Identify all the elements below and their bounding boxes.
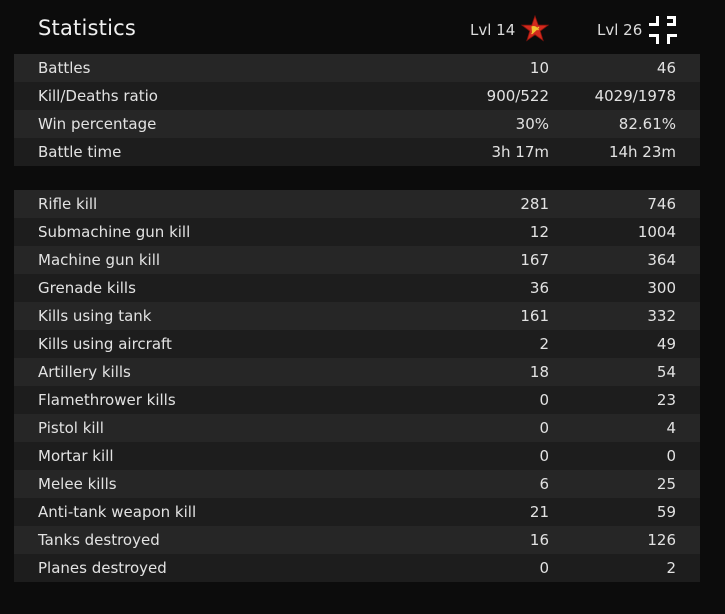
player2-value: 126 [647,531,676,549]
stat-label: Pistol kill [38,419,104,437]
player1-value: 6 [539,475,549,493]
player1-value: 161 [520,307,549,325]
player2-value: 46 [656,59,676,77]
stat-label: Kills using tank [38,307,152,325]
stat-label: Win percentage [38,115,157,133]
player2-value: 59 [656,503,676,521]
player2-value: 1004 [637,223,676,241]
player1-value: 10 [529,59,549,77]
player2-value: 332 [647,307,676,325]
player1-value: 0 [539,391,549,409]
stat-label: Tanks destroyed [38,531,160,549]
table-row: Battle time 3h 17m 14h 23m [14,138,700,166]
player1-value: 18 [529,363,549,381]
player2-value: 49 [656,335,676,353]
stat-label: Melee kills [38,475,117,493]
page-title: Statistics [38,16,136,40]
stat-label: Anti-tank weapon kill [38,503,197,521]
player1-value: 12 [529,223,549,241]
player1-value: 30% [515,115,549,133]
player2-value: 14h 23m [608,143,676,161]
player2-value: 746 [647,195,676,213]
table-row: Win percentage 30% 82.61% [14,110,700,138]
table-row: Flamethrower kills 0 23 [14,386,700,414]
player1-value: 3h 17m [491,143,549,161]
table-row: Artillery kills 18 54 [14,358,700,386]
table-row: Kills using tank 161 332 [14,302,700,330]
stat-label: Battle time [38,143,122,161]
table-row: Tanks destroyed 16 126 [14,526,700,554]
table-row: Battles 10 46 [14,54,700,82]
stat-label: Machine gun kill [38,251,161,269]
player2-value: 54 [656,363,676,381]
table-row: Anti-tank weapon kill 21 59 [14,498,700,526]
stat-label: Planes destroyed [38,559,167,577]
stat-label: Kills using aircraft [38,335,172,353]
stat-label: Battles [38,59,91,77]
player2-value: 23 [656,391,676,409]
stats-header: Statistics Lvl 14 Lvl 26 [0,0,725,54]
player1-level: Lvl 14 [470,21,516,39]
table-row: Rifle kill 281 746 [14,190,700,218]
player2-value: 364 [647,251,676,269]
table-row: Planes destroyed 0 2 [14,554,700,582]
stat-label: Grenade kills [38,279,136,297]
table-row: Melee kills 6 25 [14,470,700,498]
player1-value: 36 [529,279,549,297]
soviet-star-icon [521,14,550,43]
player2-value: 2 [666,559,676,577]
table-row: Submachine gun kill 12 1004 [14,218,700,246]
player2-value: 82.61% [618,115,676,133]
table-row: Mortar kill 0 0 [14,442,700,470]
player2-value: 300 [647,279,676,297]
player1-value: 2 [539,335,549,353]
player1-value: 900/522 [486,87,549,105]
stat-label: Artillery kills [38,363,131,381]
player1-value: 16 [529,531,549,549]
player2-value: 25 [656,475,676,493]
player1-value: 281 [520,195,549,213]
player1-value: 0 [539,447,549,465]
player2-level: Lvl 26 [597,21,643,39]
stat-label: Flamethrower kills [38,391,176,409]
table-row: Kills using aircraft 2 49 [14,330,700,358]
stat-label: Rifle kill [38,195,98,213]
player1-column-header: Lvl 14 [470,14,550,42]
player2-value: 4029/1978 [594,87,676,105]
player2-value: 4 [666,419,676,437]
stat-label: Mortar kill [38,447,114,465]
balkenkreuz-icon [648,15,678,44]
table-row: Machine gun kill 167 364 [14,246,700,274]
player1-value: 21 [529,503,549,521]
player1-value: 0 [539,559,549,577]
kill-stats-table: Rifle kill 281 746 Submachine gun kill 1… [14,190,700,582]
player2-value: 0 [666,447,676,465]
table-row: Grenade kills 36 300 [14,274,700,302]
table-row: Pistol kill 0 4 [14,414,700,442]
stat-label: Submachine gun kill [38,223,191,241]
player1-value: 167 [520,251,549,269]
stat-label: Kill/Deaths ratio [38,87,158,105]
player1-value: 0 [539,419,549,437]
player2-column-header: Lvl 26 [597,16,678,44]
general-stats-table: Battles 10 46 Kill/Deaths ratio 900/522 … [14,54,700,166]
table-row: Kill/Deaths ratio 900/522 4029/1978 [14,82,700,110]
